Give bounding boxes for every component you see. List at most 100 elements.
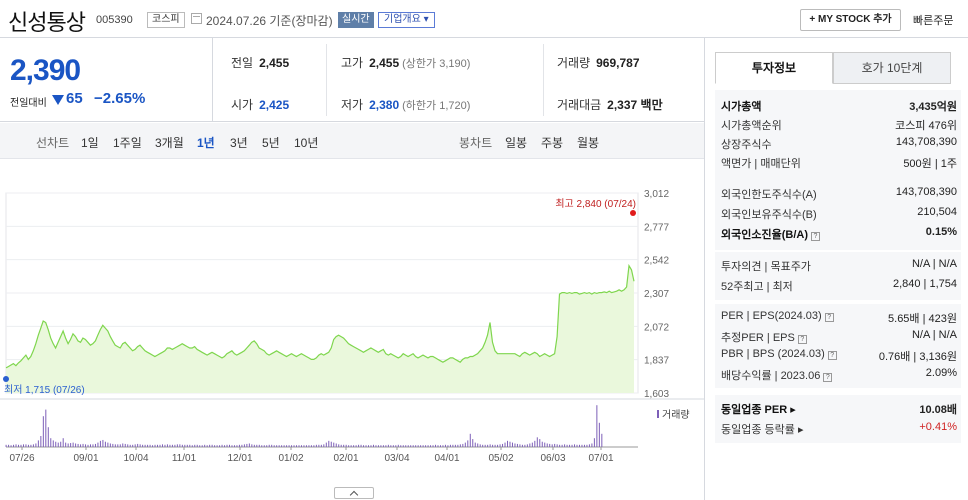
info-row: 투자의견 | 목표주가 N/A | N/A: [721, 256, 957, 274]
volume-bar: [310, 445, 312, 447]
volume-bar: [231, 445, 233, 447]
volume-bar: [442, 445, 444, 447]
volume-bar: [169, 444, 171, 447]
volume-bar: [85, 444, 87, 447]
volume-bar: [380, 445, 382, 447]
volume-bar: [134, 444, 136, 447]
add-mystock-button[interactable]: + MY STOCK 추가: [800, 9, 901, 31]
y-tick-label: 2,072: [644, 322, 669, 333]
price-chart[interactable]: 3,012 2,777 2,542 2,307 2,072 1,837 1,603 최고 2,…: [0, 160, 704, 500]
volume-bar: [42, 416, 44, 447]
volume-bar: [365, 445, 367, 447]
help-icon[interactable]: ?: [823, 373, 833, 382]
volume-bar: [45, 409, 47, 447]
volume-bar: [283, 445, 285, 447]
volume-legend-swatch: [657, 410, 659, 418]
volume-bar: [37, 440, 39, 447]
volume-bar: [32, 444, 34, 447]
volume-bar: [219, 445, 221, 447]
tab-5y[interactable]: 5년: [262, 136, 280, 150]
open-value: 2,425: [259, 98, 290, 112]
volume-bar: [392, 445, 394, 447]
open-label: 시가: [231, 98, 254, 112]
tab-1d[interactable]: 1일: [81, 136, 99, 150]
prev-close-value: 2,455: [259, 56, 290, 70]
info-group-g1: 시가총액 3,435억원 시가총액순위 코스피 476위 상장주식수 143,708,39…: [715, 90, 961, 178]
volume-bar: [243, 444, 245, 447]
tab-daily[interactable]: 일봉: [505, 136, 528, 150]
price-line: [5, 263, 635, 369]
volume-bar: [154, 444, 156, 447]
tab-quote-10[interactable]: 호가 10단계: [833, 52, 951, 84]
info-row: 동일업종 등락률 ▸ +0.41%: [721, 419, 957, 437]
low-label: 저가: [341, 98, 364, 112]
tab-weekly[interactable]: 주봉: [541, 136, 564, 150]
volume-bar: [199, 445, 201, 447]
volume-bar: [214, 445, 216, 447]
volume-bar: [549, 443, 551, 447]
stock-name: 신성통상: [8, 10, 86, 35]
open-price: 시가 2,425: [231, 96, 289, 113]
realtime-button[interactable]: 실시간: [338, 12, 374, 28]
volume-bar: [350, 445, 352, 447]
volume-bar: [385, 445, 387, 447]
tab-investment-info[interactable]: 투자정보: [715, 52, 833, 84]
volume-bar: [576, 444, 578, 447]
help-icon[interactable]: ?: [797, 335, 807, 344]
volume-bar: [82, 443, 84, 447]
y-tick-label: 1,603: [644, 389, 669, 400]
volume-bar: [211, 444, 213, 447]
chart-expand-handle[interactable]: [334, 487, 374, 499]
tab-3y[interactable]: 3년: [230, 136, 248, 150]
tab-10y[interactable]: 10년: [294, 136, 319, 150]
info-value: 0.76배 | 3,136원: [878, 351, 957, 363]
current-price: 2,390: [10, 54, 81, 87]
volume-bar: [300, 445, 302, 447]
volume-bar: [514, 443, 516, 447]
volume-bar: [536, 437, 538, 447]
tab-1y[interactable]: 1년: [197, 136, 215, 150]
volume-bar: [360, 444, 362, 447]
tab-3m[interactable]: 3개월: [155, 136, 184, 150]
volume-bar: [8, 444, 10, 447]
volume-bar: [507, 440, 509, 447]
volume-bar: [574, 444, 576, 447]
info-row: 시가총액순위 코스피 476위: [721, 115, 957, 133]
volume-bar: [27, 444, 29, 447]
tab-1w[interactable]: 1주일: [113, 136, 142, 150]
volume-bar: [335, 443, 337, 447]
chart-svg: 3,012 2,777 2,542 2,307 2,072 1,837 1,603 최고 2,…: [0, 189, 704, 464]
volume-bar: [482, 444, 484, 447]
compare-label: 전일대비: [10, 98, 47, 109]
y-tick-label: 1,837: [644, 356, 669, 367]
volume-bar: [18, 444, 20, 447]
volume-bar: [526, 444, 528, 447]
help-icon[interactable]: ?: [827, 351, 837, 360]
volume-bar: [601, 433, 603, 447]
quick-order-button[interactable]: 빠른주문: [913, 15, 954, 27]
volume-bar: [87, 444, 89, 447]
volume-bar: [298, 445, 300, 447]
volume-bar: [159, 444, 161, 447]
tab-monthly[interactable]: 월봉: [577, 136, 600, 150]
help-icon[interactable]: ?: [811, 232, 820, 241]
volume-bar: [60, 441, 62, 447]
volume-bar: [546, 443, 548, 447]
help-icon[interactable]: ?: [824, 313, 834, 322]
volume-bar: [13, 444, 15, 447]
info-value: 10.08배: [919, 404, 957, 416]
info-label: 추정PER | EPS?: [721, 329, 807, 345]
volume-bar: [122, 443, 124, 447]
info-value: 0.15%: [925, 226, 957, 238]
volume-bar: [117, 444, 119, 447]
volume-bar: [273, 445, 275, 447]
volume-bar: [184, 444, 186, 447]
volume-bar: [25, 444, 27, 447]
volume-bar: [206, 445, 208, 447]
volume-bar: [432, 445, 434, 447]
volume-bar: [67, 443, 69, 447]
max-price-label: 최고 2,840 (07/24): [555, 198, 636, 210]
volume-bar: [484, 444, 486, 447]
company-overview-dropdown[interactable]: 기업개요 ▾: [378, 12, 435, 28]
volume-bar: [368, 445, 370, 447]
